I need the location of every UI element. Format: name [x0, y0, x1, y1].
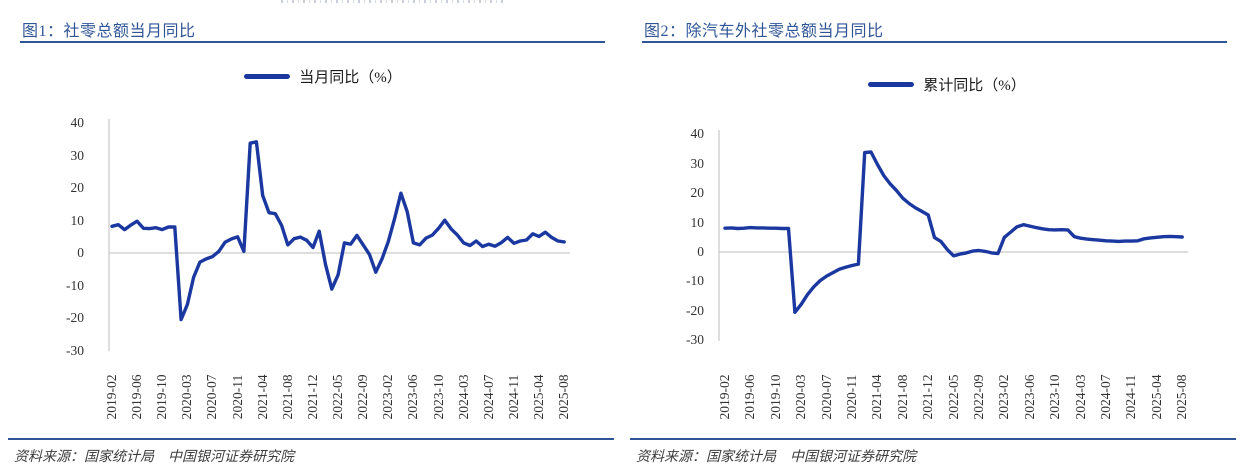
figure1-title-rule [20, 41, 605, 43]
figure2-x-tick-label: 2025-04 [1148, 374, 1164, 420]
figure1-x-tick-label: 2022-05 [330, 374, 346, 420]
figure1-legend-label: 当月同比（%） [299, 70, 402, 86]
figure2-x-tick-label: 2025-08 [1174, 374, 1190, 420]
figure2-x-tick-label: 2023-02 [996, 374, 1012, 420]
figure2-x-tick-label: 2023-10 [1047, 374, 1063, 420]
figure2-x-tick-label: 2024-11 [1123, 374, 1139, 420]
figure1-x-tick-label: 2022-09 [355, 374, 371, 420]
figure2-x-tick-label: 2021-08 [894, 374, 910, 420]
figure2-bottom-rule [630, 438, 1236, 441]
figure1-y-tick-label: -10 [66, 277, 84, 293]
figure1-bottom-rule [8, 438, 614, 441]
figure1-x-tick-label: 2020-11 [229, 374, 245, 420]
figure2-title-rule [642, 41, 1227, 43]
figure2-x-tick-label: 2020-07 [818, 374, 834, 420]
figure2-title: 图2：除汽车外社零总额当月同比 [644, 23, 884, 40]
figure1-x-tick-label: 2021-08 [279, 374, 295, 420]
figure1-x-tick-label: 2020-07 [204, 374, 220, 420]
figure1-x-tick-label: 2020-03 [179, 374, 195, 420]
figure2-y-tick-label: 10 [690, 214, 705, 230]
figure2-source-note: 资料来源：国家统计局 中国银河证券研究院 [636, 450, 916, 465]
figure1-x-tick-label: 2019-02 [104, 374, 119, 420]
figure2-x-tick-label: 2019-10 [767, 374, 783, 420]
figure1-legend: 当月同比（%） [0, 66, 622, 87]
figure1-y-tick-label: 20 [70, 180, 85, 195]
figure1-x-tick-label: 2021-04 [254, 374, 270, 420]
figure1-y-tick-label: -30 [66, 342, 84, 358]
cropped-text-fragment [281, 0, 505, 3]
figure1-y-tick-label: -20 [66, 310, 84, 325]
figure2-x-tick-label: 2021-04 [869, 374, 885, 420]
figure1-source-note: 资料来源：国家统计局 中国银河证券研究院 [14, 450, 294, 465]
figure1-x-tick-label: 2024-07 [480, 374, 496, 420]
figure2-legend-line-swatch [868, 82, 915, 87]
figure2-x-tick-label: 2020-03 [793, 374, 809, 420]
figure1-x-tick-label: 2021-12 [304, 374, 320, 420]
figure2-x-tick-label: 2019-02 [717, 374, 732, 420]
figure1-title: 图1：社零总额当月同比 [22, 23, 196, 40]
figure1-legend-line-swatch [244, 74, 291, 79]
figure2-y-tick-label: 0 [697, 244, 704, 259]
figure2-y-tick-label: -30 [686, 332, 704, 348]
figure1-y-tick-label: 30 [70, 147, 85, 163]
figure2-y-tick-label: -10 [686, 273, 704, 289]
figure1-y-tick-label: 40 [70, 115, 85, 130]
figure2-panel: 图2：除汽车外社零总额当月同比 累计同比（%） 资料来源：国家统计局 中国银河证… [622, 0, 1244, 465]
figure2-x-tick-label: 2020-11 [844, 374, 859, 420]
figure2-x-tick-label: 2024-03 [1072, 374, 1088, 420]
figure1-x-tick-label: 2023-10 [430, 374, 446, 420]
figure2-y-tick-label: 20 [690, 185, 705, 201]
figure2-legend: 累计同比（%） [622, 74, 1244, 95]
figure1-x-tick-label: 2024-11 [505, 374, 521, 420]
figure1-x-tick-label: 2025-08 [556, 374, 572, 420]
figure2-x-tick-label: 2024-07 [1098, 374, 1113, 420]
figure2-x-tick-label: 2022-09 [971, 374, 986, 420]
figure1-x-tick-label: 2023-02 [380, 374, 396, 420]
figure1-y-tick-label: 0 [77, 245, 84, 260]
figure2-y-tick-label: 30 [690, 155, 705, 171]
figure2-x-tick-label: 2022-05 [945, 374, 961, 420]
figure2-legend-label: 累计同比（%） [923, 78, 1026, 94]
figure2-x-tick-label: 2023-06 [1021, 374, 1037, 420]
figure1-x-tick-label: 2019-10 [154, 374, 170, 420]
figure1-x-tick-label: 2019-06 [129, 374, 145, 420]
figure1-x-tick-label: 2024-03 [455, 374, 471, 420]
figure1-x-tick-label: 2025-04 [531, 374, 547, 420]
figure1-panel: 图1：社零总额当月同比 当月同比（%） 资料来源：国家统计局 中国银河证券研究院 [0, 0, 622, 465]
figure2-x-tick-label: 2021-12 [920, 374, 936, 420]
figure1-y-tick-label: 10 [70, 212, 85, 228]
figure2-y-tick-label: 40 [690, 126, 705, 142]
figure2-y-tick-label: -20 [686, 302, 704, 318]
figure2-x-tick-label: 2019-06 [742, 374, 758, 420]
figure1-x-tick-label: 2023-06 [405, 374, 421, 420]
